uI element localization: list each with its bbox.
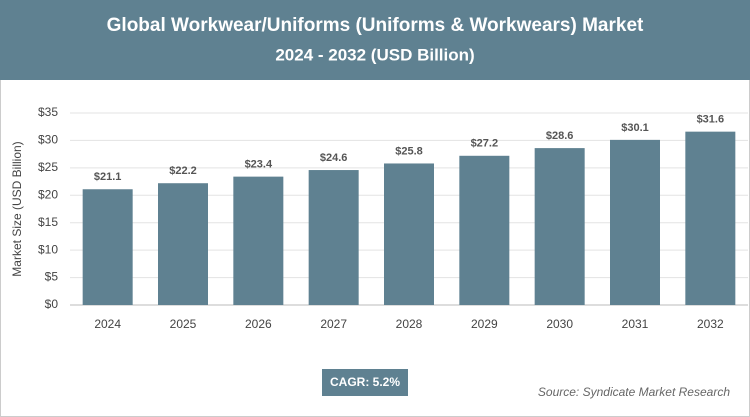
value-label: $31.6 — [697, 114, 725, 126]
value-label: $21.1 — [94, 171, 122, 183]
y-tick-label: $25 — [38, 160, 58, 174]
y-tick-label: $10 — [38, 242, 58, 256]
bar — [82, 189, 133, 305]
x-tick-label: 2024 — [94, 317, 121, 331]
value-label: $22.2 — [169, 165, 197, 177]
bar — [384, 163, 434, 305]
x-tick-label: 2025 — [170, 317, 197, 331]
y-tick-label: $20 — [38, 187, 58, 201]
x-tick-label: 2030 — [546, 317, 573, 331]
source: Source: Syndicate Market Research — [538, 385, 730, 399]
value-label: $25.8 — [395, 145, 423, 157]
bar — [610, 139, 660, 305]
cagr-label: CAGR: 5.2% — [330, 375, 400, 389]
bar — [233, 176, 284, 305]
x-tick-label: 2027 — [320, 317, 347, 331]
x-tick-label: 2031 — [622, 317, 649, 331]
y-tick-label: $35 — [38, 105, 58, 119]
bar — [308, 170, 359, 305]
header — [0, 0, 750, 80]
y-tick-label: $5 — [45, 270, 59, 284]
y-axis-label: Market Size (USD Billion) — [10, 141, 24, 276]
x-tick-label: 2026 — [245, 317, 272, 331]
value-label: $23.4 — [245, 159, 273, 171]
bar — [685, 131, 736, 305]
chart-subtitle: 2024 - 2032 (USD Billion) — [275, 45, 474, 64]
value-label: $28.6 — [546, 130, 574, 142]
value-label: $27.2 — [471, 138, 499, 150]
value-label: $30.1 — [621, 122, 649, 134]
value-label: $24.6 — [320, 152, 348, 164]
bar — [534, 148, 585, 305]
y-tick-label: $0 — [45, 297, 59, 311]
x-tick-label: 2032 — [697, 317, 724, 331]
bar — [459, 155, 510, 305]
cagr-box — [322, 369, 408, 396]
chart-title: Global Workwear/Uniforms (Uniforms & Wor… — [107, 15, 644, 36]
bar — [158, 183, 208, 305]
y-tick-label: $30 — [38, 133, 58, 147]
y-tick-label: $15 — [38, 215, 58, 229]
x-tick-label: 2028 — [396, 317, 423, 331]
x-tick-label: 2029 — [471, 317, 498, 331]
